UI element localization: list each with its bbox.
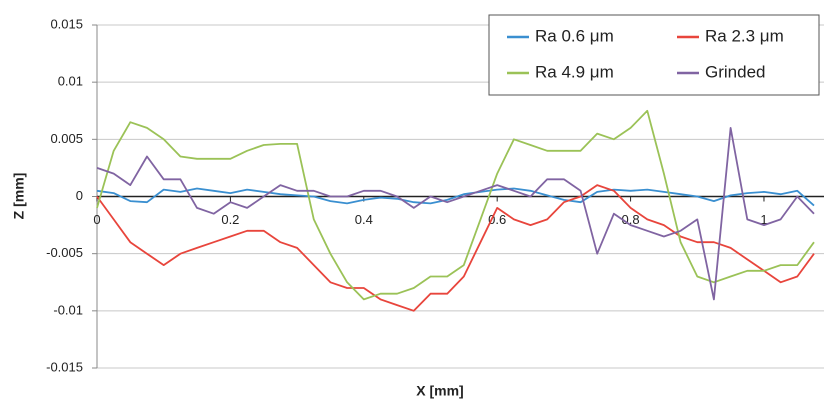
legend-label: Ra 4.9 μm	[535, 62, 614, 81]
y-tick-label: 0.01	[58, 74, 83, 89]
legend-label: Ra 0.6 μm	[535, 26, 614, 45]
x-tick-label: 0.4	[355, 212, 373, 227]
y-tick-label: 0.015	[50, 16, 83, 31]
y-tick-label: -0.005	[46, 245, 83, 260]
legend-label: Ra 2.3 μm	[705, 26, 784, 45]
x-tick-label: 0	[93, 212, 100, 227]
legend-label: Grinded	[705, 62, 765, 81]
y-tick-label: 0.005	[50, 131, 83, 146]
series-line	[96, 187, 815, 207]
y-tick-label: -0.01	[53, 302, 83, 317]
x-tick-label: 0.8	[622, 212, 640, 227]
x-tick-label: 1	[760, 212, 767, 227]
y-tick-label: 0	[76, 188, 83, 203]
legend-box	[488, 14, 820, 96]
x-tick-label: 0.2	[221, 212, 239, 227]
y-axis-title: Z [mm]	[11, 173, 27, 220]
series-line	[96, 109, 815, 301]
y-tick-label: -0.015	[46, 359, 83, 374]
x-axis-title: X [mm]	[416, 383, 463, 399]
series-line	[96, 127, 815, 301]
series-line	[96, 184, 815, 312]
